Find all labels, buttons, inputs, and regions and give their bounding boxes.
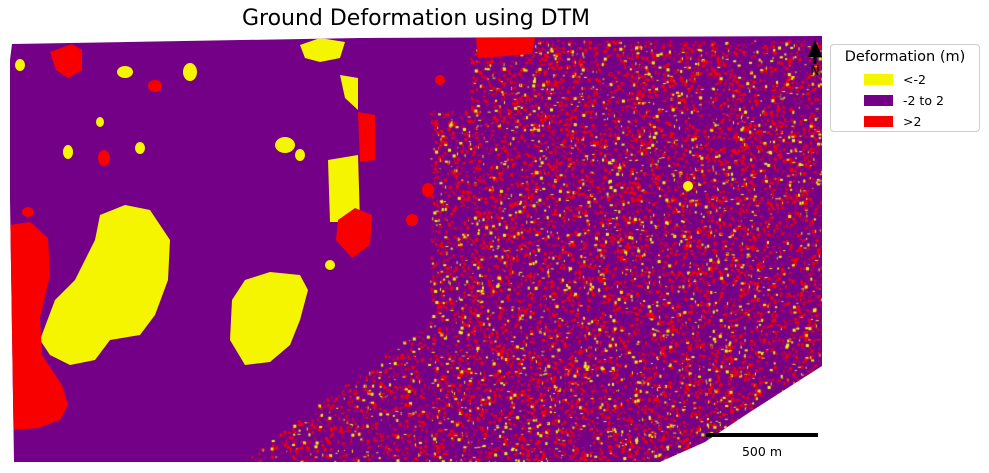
legend-swatch (864, 116, 893, 127)
red-patch (98, 150, 110, 166)
north-arrow (808, 40, 822, 64)
red-patch (148, 80, 162, 92)
map-title: Ground Deformation using DTM (241, 6, 591, 31)
red-patch (406, 214, 418, 226)
yellow-patch (96, 117, 104, 127)
yellow-patch (230, 272, 308, 365)
legend-label: >2 (903, 114, 922, 129)
north-arrow-icon (808, 40, 822, 57)
red-patch (435, 75, 445, 85)
yellow-patch (183, 63, 197, 81)
yellow-patch (135, 142, 145, 154)
legend-swatch (864, 74, 893, 85)
north-arrow-shaft (813, 56, 817, 64)
red-patch (358, 112, 375, 162)
yellow-patch (275, 137, 295, 153)
yellow-patch (15, 59, 25, 71)
yellow-patch (328, 155, 360, 222)
red-patch (422, 183, 434, 197)
yellow-patch (340, 75, 358, 110)
yellow-patch (683, 181, 693, 191)
scale-bar-line (706, 433, 818, 437)
legend: Deformation (m) <-2 -2 to 2 >2 (830, 44, 980, 132)
red-patch (476, 38, 535, 58)
legend-title: Deformation (m) (844, 49, 966, 65)
legend-swatch (864, 95, 893, 106)
red-patch (10, 222, 68, 430)
yellow-patch (63, 145, 73, 159)
legend-label: <-2 (903, 72, 926, 87)
yellow-patch (325, 260, 335, 270)
yellow-patch (117, 66, 133, 78)
yellow-patch (40, 205, 170, 365)
yellow-patch (295, 149, 305, 161)
deformation-patches (10, 38, 693, 430)
north-label: N (810, 64, 820, 79)
red-patch (22, 207, 34, 217)
scale-bar-label: 500 m (741, 444, 782, 459)
red-patch (50, 44, 82, 78)
yellow-patch (300, 38, 345, 62)
scale-bar (706, 433, 818, 437)
legend-label: -2 to 2 (903, 93, 944, 108)
red-patch (336, 208, 372, 258)
